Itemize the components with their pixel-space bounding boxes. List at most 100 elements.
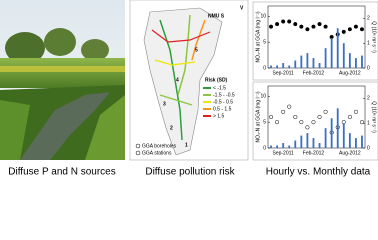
y-tick-label: 10 xyxy=(260,14,266,20)
point xyxy=(281,19,286,24)
x-tick-label: Feb-2012 xyxy=(303,150,325,156)
bar xyxy=(336,108,339,148)
point xyxy=(293,114,298,120)
bar xyxy=(300,135,303,148)
y-tick-label: 10 xyxy=(260,94,266,100)
legend-title: Risk (SD) xyxy=(205,77,228,83)
y2-tick-label: 2 xyxy=(367,16,370,22)
point xyxy=(287,104,292,109)
point xyxy=(281,109,286,114)
point xyxy=(275,120,280,125)
point xyxy=(341,29,346,34)
bar xyxy=(282,63,285,68)
bar xyxy=(318,63,321,68)
map-label: NMU S xyxy=(208,13,225,19)
bar xyxy=(312,138,315,148)
charts xyxy=(252,1,378,161)
point xyxy=(299,120,304,125)
point xyxy=(311,120,316,125)
y-axis-label: NO₃-N at GGA (mg l⁻¹) xyxy=(255,91,261,142)
y2-tick-label: 1 xyxy=(367,41,370,47)
x-tick-label: Aug-2012 xyxy=(339,150,361,156)
bar xyxy=(312,58,315,68)
map-label: V xyxy=(240,5,244,11)
bar xyxy=(294,140,297,148)
legend-label: -1.5 - -0.5 xyxy=(213,92,235,98)
point xyxy=(359,120,365,125)
bar xyxy=(330,38,333,68)
point xyxy=(299,24,304,29)
bar xyxy=(318,143,321,148)
point xyxy=(353,109,358,114)
map-label: 3 xyxy=(163,101,166,107)
bar xyxy=(270,145,272,148)
y2-tick-label: 2 xyxy=(367,96,370,102)
figure: Diffuse P and N sources Diffuse pollutio… xyxy=(0,0,378,178)
point xyxy=(359,27,365,32)
point xyxy=(353,24,358,29)
x-tick-label: Sep-2011 xyxy=(272,70,294,76)
point xyxy=(268,24,274,29)
point xyxy=(323,24,328,29)
plot-frame xyxy=(267,5,366,69)
map xyxy=(129,0,249,161)
legend-label: 0.5 - 1.5 xyxy=(213,106,232,112)
y2-axis-label: Q (10⁶ m³ s⁻¹) xyxy=(371,101,377,133)
caption: Diffuse P and N sources xyxy=(8,167,115,178)
y2-axis-label: Q (10⁶ m³ s⁻¹) xyxy=(371,21,377,53)
y-tick-label: 5 xyxy=(263,119,266,125)
bar xyxy=(324,48,327,68)
y-tick-label: 5 xyxy=(263,39,266,45)
marker-symbol xyxy=(135,150,141,156)
bar xyxy=(300,55,303,68)
legend-label: < -1.5 xyxy=(213,85,226,91)
bar xyxy=(306,133,309,148)
bar xyxy=(294,60,297,68)
plot-frame xyxy=(267,85,366,149)
y2-tick-label: 0 xyxy=(367,145,370,151)
bar xyxy=(270,65,272,68)
map-label: 2 xyxy=(170,125,173,131)
y2-tick-label: 0 xyxy=(367,65,370,71)
point xyxy=(347,114,352,120)
caption: Diffuse pollution risk xyxy=(145,167,235,178)
bar xyxy=(288,65,291,68)
point xyxy=(317,22,322,27)
y-axis-label: NO₃-N at GGA (mg l⁻¹) xyxy=(255,11,261,62)
point xyxy=(317,114,322,120)
marker-label: GGA stations xyxy=(142,150,172,156)
marker-label: GGA boreholes xyxy=(142,143,177,149)
point xyxy=(293,22,298,27)
x-tick-label: Feb-2012 xyxy=(303,70,325,76)
y-tick-label: 0 xyxy=(263,65,266,71)
point xyxy=(347,27,352,32)
bar xyxy=(354,58,357,68)
bar xyxy=(361,55,363,68)
y-tick-label: 0 xyxy=(263,145,266,151)
bar xyxy=(276,145,279,148)
y2-tick-label: 1 xyxy=(367,121,370,127)
bar xyxy=(282,143,285,148)
map-label: 1 xyxy=(185,142,188,148)
caption: Hourly vs. Monthly data xyxy=(266,167,371,178)
bar xyxy=(306,53,309,68)
bar xyxy=(324,128,327,148)
bar xyxy=(288,145,291,148)
photo xyxy=(0,0,125,160)
map-label: 5 xyxy=(195,47,198,53)
point xyxy=(275,22,280,27)
bar xyxy=(354,138,357,148)
x-tick-label: Sep-2011 xyxy=(272,150,294,156)
bar xyxy=(348,133,351,148)
marker-symbol xyxy=(135,143,141,149)
point xyxy=(323,109,328,114)
point xyxy=(268,114,274,120)
map-label: 4 xyxy=(176,77,179,83)
bar xyxy=(342,43,345,68)
bar xyxy=(276,65,279,68)
legend-label: -0.5 - 0.5 xyxy=(213,99,233,105)
point xyxy=(305,125,310,130)
bar xyxy=(330,118,333,148)
bar xyxy=(348,53,351,68)
point xyxy=(305,27,310,32)
